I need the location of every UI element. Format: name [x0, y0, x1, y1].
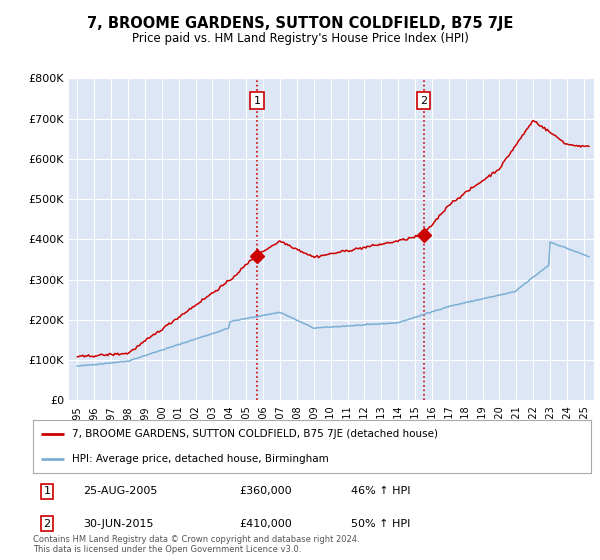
Text: 50% ↑ HPI: 50% ↑ HPI — [351, 519, 410, 529]
Text: Price paid vs. HM Land Registry's House Price Index (HPI): Price paid vs. HM Land Registry's House … — [131, 32, 469, 45]
Text: HPI: Average price, detached house, Birmingham: HPI: Average price, detached house, Birm… — [72, 454, 329, 464]
Text: 30-JUN-2015: 30-JUN-2015 — [83, 519, 154, 529]
Text: 2: 2 — [43, 519, 50, 529]
Text: £410,000: £410,000 — [239, 519, 292, 529]
Text: 25-AUG-2005: 25-AUG-2005 — [83, 487, 158, 496]
Text: 1: 1 — [254, 96, 261, 105]
Text: 1: 1 — [43, 487, 50, 496]
Text: 7, BROOME GARDENS, SUTTON COLDFIELD, B75 7JE (detached house): 7, BROOME GARDENS, SUTTON COLDFIELD, B75… — [72, 430, 438, 440]
Text: Contains HM Land Registry data © Crown copyright and database right 2024.
This d: Contains HM Land Registry data © Crown c… — [33, 535, 359, 554]
Text: 46% ↑ HPI: 46% ↑ HPI — [351, 487, 410, 496]
Text: £360,000: £360,000 — [239, 487, 292, 496]
Text: 7, BROOME GARDENS, SUTTON COLDFIELD, B75 7JE: 7, BROOME GARDENS, SUTTON COLDFIELD, B75… — [87, 16, 513, 31]
Text: 2: 2 — [420, 96, 427, 105]
